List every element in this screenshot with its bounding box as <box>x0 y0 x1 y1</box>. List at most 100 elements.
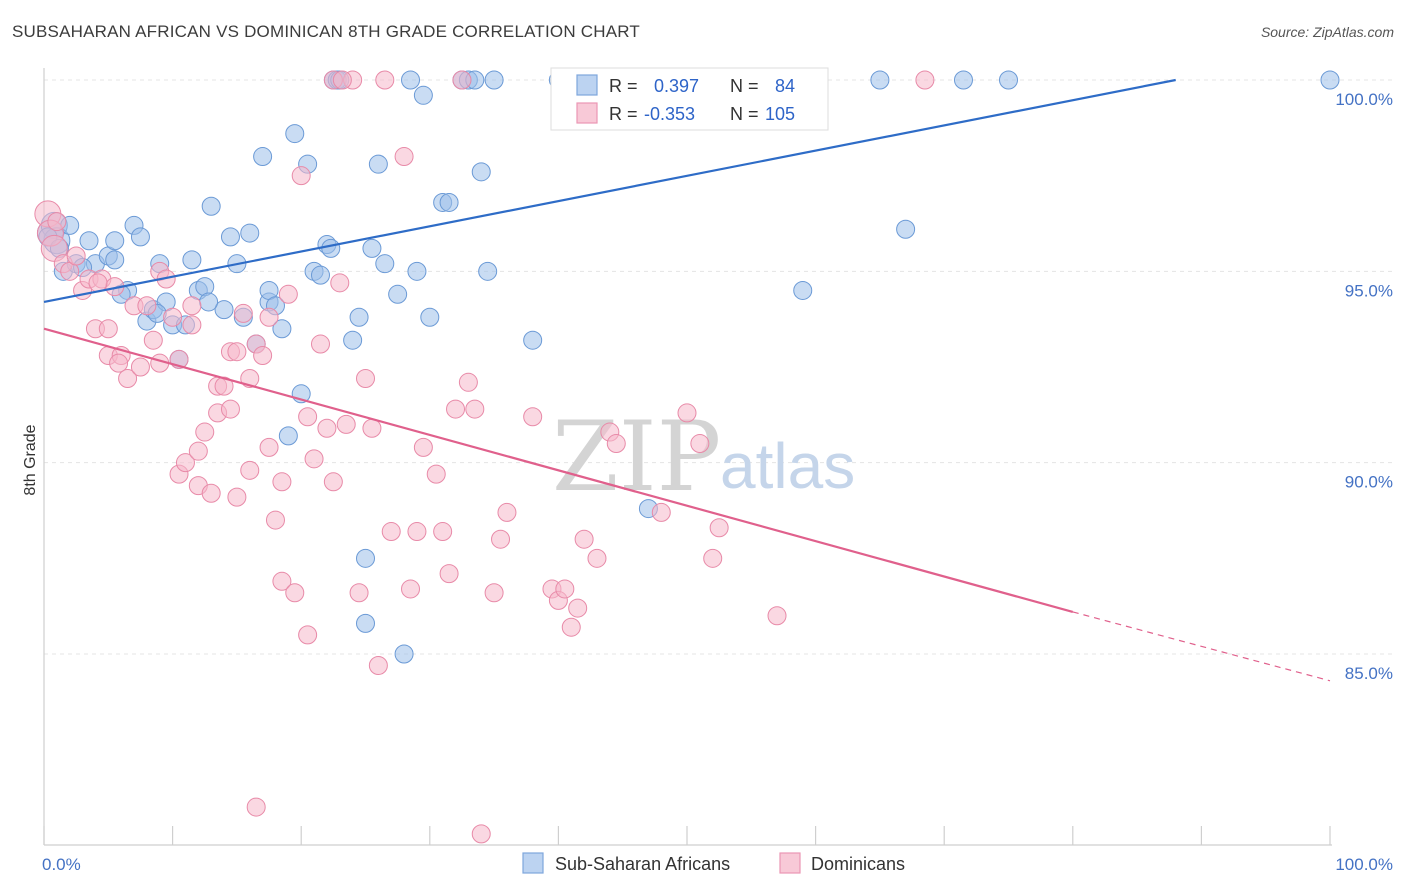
point-dominican <box>690 434 710 454</box>
point-dominican <box>465 399 485 419</box>
point-dominican <box>47 212 67 232</box>
legend-n-label-2: N = <box>730 104 759 124</box>
point-dominican <box>98 319 118 339</box>
point-dominican <box>336 414 356 434</box>
series-legend: Sub-Saharan Africans Dominicans <box>522 852 905 874</box>
y-tick-label: 90.0% <box>1345 473 1393 492</box>
point-dominican <box>349 583 369 603</box>
legend-label-dominicans: Dominicans <box>811 854 905 874</box>
point-dominican <box>458 372 478 392</box>
point-dominican <box>426 464 446 484</box>
legend-swatch-blue <box>576 74 598 96</box>
point-sub-saharan <box>375 254 395 274</box>
point-dominican <box>651 502 671 522</box>
point-sub-saharan <box>240 223 260 243</box>
legend-r-label-2: R = <box>609 104 638 124</box>
point-sub-saharan <box>201 196 221 216</box>
point-dominican <box>298 625 318 645</box>
point-dominican <box>182 315 202 335</box>
point-sub-saharan <box>349 307 369 327</box>
point-sub-saharan <box>278 426 298 446</box>
point-dominican <box>356 368 375 388</box>
legend-n-label-1: N = <box>730 76 759 96</box>
point-sub-saharan <box>478 261 498 281</box>
point-sub-saharan <box>343 330 363 350</box>
point-dominican <box>709 518 729 538</box>
point-sub-saharan <box>999 70 1018 90</box>
point-dominican <box>587 548 607 568</box>
point-dominican <box>118 368 138 388</box>
point-sub-saharan <box>896 219 916 239</box>
point-dominican <box>401 579 421 599</box>
point-sub-saharan <box>79 231 99 251</box>
legend-r-value-1: 0.397 <box>654 76 699 96</box>
point-dominican <box>433 522 453 542</box>
stats-legend: R = 0.397 N = 84 R = -0.353 N = 105 <box>550 67 829 131</box>
data-points <box>34 70 1340 844</box>
point-dominican <box>484 583 504 603</box>
point-sub-saharan <box>321 238 341 258</box>
point-dominican <box>278 284 298 304</box>
watermark: ZIP atlas <box>552 401 855 513</box>
point-dominican <box>915 70 935 90</box>
point-sub-saharan <box>272 319 292 339</box>
point-dominican <box>767 606 787 626</box>
point-dominican <box>394 147 414 167</box>
point-dominican <box>246 797 266 817</box>
point-dominican <box>452 70 472 90</box>
point-dominican <box>381 522 401 542</box>
point-dominican <box>214 376 234 396</box>
point-sub-saharan <box>420 307 440 327</box>
point-sub-saharan <box>1320 70 1340 90</box>
point-sub-saharan <box>220 227 240 247</box>
point-dominican <box>304 449 324 469</box>
point-dominican <box>413 437 433 457</box>
point-dominican <box>368 655 388 675</box>
point-dominican <box>362 418 382 438</box>
point-dominican <box>407 522 427 542</box>
point-dominican <box>606 434 626 454</box>
point-dominican <box>497 502 517 522</box>
legend-r-label-1: R = <box>609 76 638 96</box>
point-dominican <box>66 246 86 266</box>
point-dominican <box>259 307 279 327</box>
point-sub-saharan <box>388 284 408 304</box>
point-sub-saharan <box>523 330 543 350</box>
point-sub-saharan <box>199 292 219 312</box>
point-dominican <box>574 529 594 549</box>
point-sub-saharan <box>439 192 459 212</box>
point-sub-saharan <box>356 613 375 633</box>
point-sub-saharan <box>214 300 234 320</box>
point-dominican <box>330 273 350 293</box>
point-sub-saharan <box>793 280 813 300</box>
legend-swatch-pink <box>576 102 598 124</box>
legend-swatch-dominicans <box>779 852 801 874</box>
point-dominican <box>323 472 343 492</box>
legend-r-value-2: -0.353 <box>644 104 695 124</box>
point-dominican <box>163 307 183 327</box>
legend-n-value-2: 105 <box>765 104 795 124</box>
point-dominican <box>201 483 221 503</box>
point-dominican <box>375 70 395 90</box>
point-sub-saharan <box>182 250 202 270</box>
trend-lines <box>43 78 1331 682</box>
point-dominican <box>253 346 273 366</box>
point-dominican <box>298 407 318 427</box>
point-dominican <box>233 303 253 323</box>
tick-labels: 85.0% 90.0% 95.0% 100.0% 0.0% 100.0% <box>42 90 1393 874</box>
axes <box>43 68 1332 846</box>
point-dominican <box>677 403 697 423</box>
chart-title: SUBSAHARAN AFRICAN VS DOMINICAN 8TH GRAD… <box>12 22 640 41</box>
trend-line-dominican-extension <box>1072 611 1331 682</box>
point-dominican <box>220 399 240 419</box>
point-sub-saharan <box>368 154 388 174</box>
y-axis-label: 8th Grade <box>22 424 39 495</box>
point-dominican <box>259 437 279 457</box>
point-dominican <box>182 296 202 316</box>
point-sub-saharan <box>870 70 890 90</box>
point-sub-saharan <box>105 231 125 251</box>
point-dominican <box>227 342 247 362</box>
point-dominican <box>523 407 543 427</box>
point-dominican <box>491 529 511 549</box>
trend-line-dominican <box>43 327 1074 613</box>
